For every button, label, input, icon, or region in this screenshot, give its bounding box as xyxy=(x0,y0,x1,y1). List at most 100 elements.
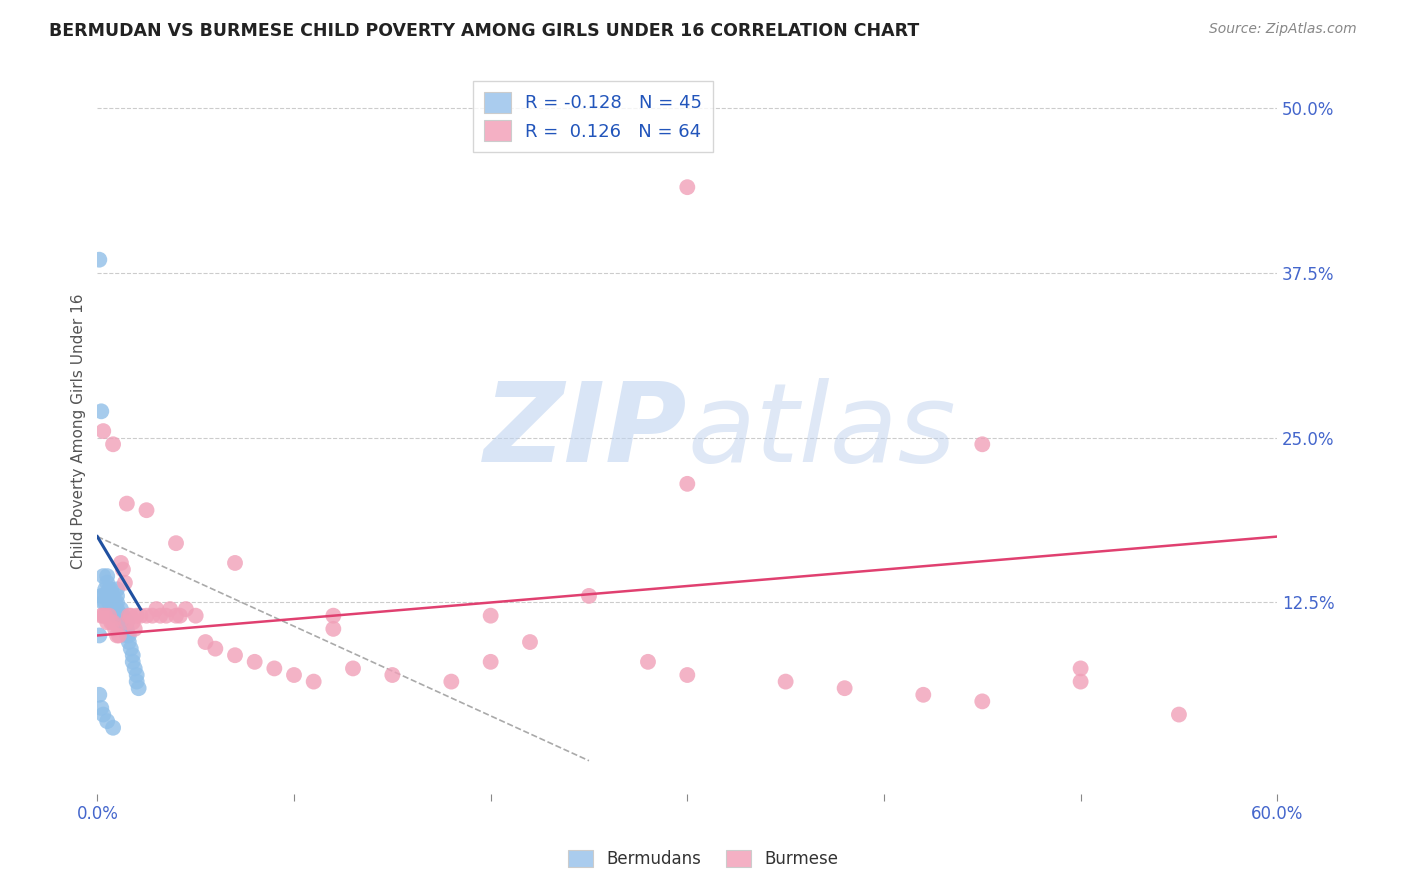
Point xyxy=(115,628,138,642)
Point xyxy=(381,668,404,682)
Point xyxy=(98,608,121,623)
Point xyxy=(243,655,266,669)
Point xyxy=(104,595,127,609)
Point xyxy=(263,661,285,675)
Text: BERMUDAN VS BURMESE CHILD POVERTY AMONG GIRLS UNDER 16 CORRELATION CHART: BERMUDAN VS BURMESE CHILD POVERTY AMONG … xyxy=(49,22,920,40)
Point xyxy=(96,714,118,728)
Point xyxy=(224,648,246,663)
Point xyxy=(100,589,122,603)
Point xyxy=(972,694,994,708)
Point xyxy=(184,608,207,623)
Point xyxy=(440,674,463,689)
Point xyxy=(89,688,111,702)
Point xyxy=(105,589,128,603)
Point xyxy=(912,688,935,702)
Point xyxy=(141,608,163,623)
Point xyxy=(479,655,502,669)
Point xyxy=(169,608,191,623)
Point xyxy=(115,497,138,511)
Point xyxy=(118,608,141,623)
Point xyxy=(91,608,114,623)
Point xyxy=(578,589,600,603)
Legend: Bermudans, Burmese: Bermudans, Burmese xyxy=(561,843,845,875)
Point xyxy=(283,668,305,682)
Point xyxy=(110,556,132,570)
Point xyxy=(1070,661,1092,675)
Point xyxy=(98,582,121,597)
Point xyxy=(110,602,132,616)
Point xyxy=(775,674,797,689)
Point xyxy=(111,562,134,576)
Point xyxy=(101,721,124,735)
Point xyxy=(1070,674,1092,689)
Point xyxy=(121,655,143,669)
Point xyxy=(101,595,124,609)
Point xyxy=(194,635,217,649)
Point xyxy=(90,589,112,603)
Point xyxy=(159,602,181,616)
Point xyxy=(111,608,134,623)
Point xyxy=(100,615,122,630)
Point xyxy=(115,622,138,636)
Point xyxy=(90,701,112,715)
Point xyxy=(110,608,132,623)
Point xyxy=(114,575,136,590)
Point xyxy=(1168,707,1191,722)
Text: atlas: atlas xyxy=(688,377,956,484)
Point xyxy=(108,628,131,642)
Point xyxy=(105,595,128,609)
Point xyxy=(302,674,325,689)
Point xyxy=(322,622,344,636)
Point xyxy=(342,661,364,675)
Point xyxy=(118,635,141,649)
Point xyxy=(101,589,124,603)
Point xyxy=(204,641,226,656)
Point xyxy=(145,602,167,616)
Point xyxy=(155,608,177,623)
Point xyxy=(834,681,856,696)
Point xyxy=(96,589,118,603)
Point xyxy=(676,180,699,194)
Point xyxy=(105,628,128,642)
Point xyxy=(105,608,128,623)
Point xyxy=(135,503,157,517)
Point xyxy=(91,424,114,438)
Point xyxy=(91,707,114,722)
Point xyxy=(165,608,187,623)
Point xyxy=(90,404,112,418)
Point xyxy=(124,661,146,675)
Point xyxy=(91,589,114,603)
Point xyxy=(125,608,148,623)
Point xyxy=(89,628,111,642)
Point xyxy=(479,608,502,623)
Point xyxy=(101,615,124,630)
Point xyxy=(115,615,138,630)
Point xyxy=(519,635,541,649)
Text: Source: ZipAtlas.com: Source: ZipAtlas.com xyxy=(1209,22,1357,37)
Y-axis label: Child Poverty Among Girls Under 16: Child Poverty Among Girls Under 16 xyxy=(72,293,86,569)
Point xyxy=(120,641,142,656)
Point xyxy=(115,615,138,630)
Point xyxy=(100,582,122,597)
Point xyxy=(94,608,117,623)
Point xyxy=(224,556,246,570)
Point xyxy=(121,648,143,663)
Point xyxy=(105,582,128,597)
Point xyxy=(121,615,143,630)
Point xyxy=(105,602,128,616)
Point xyxy=(94,582,117,597)
Point xyxy=(128,681,150,696)
Point xyxy=(676,476,699,491)
Point xyxy=(94,595,117,609)
Point xyxy=(96,615,118,630)
Point xyxy=(96,569,118,583)
Point xyxy=(637,655,659,669)
Point xyxy=(91,595,114,609)
Point xyxy=(676,668,699,682)
Point xyxy=(104,622,127,636)
Point xyxy=(111,615,134,630)
Point xyxy=(165,536,187,550)
Point xyxy=(96,575,118,590)
Point xyxy=(322,608,344,623)
Point xyxy=(149,608,172,623)
